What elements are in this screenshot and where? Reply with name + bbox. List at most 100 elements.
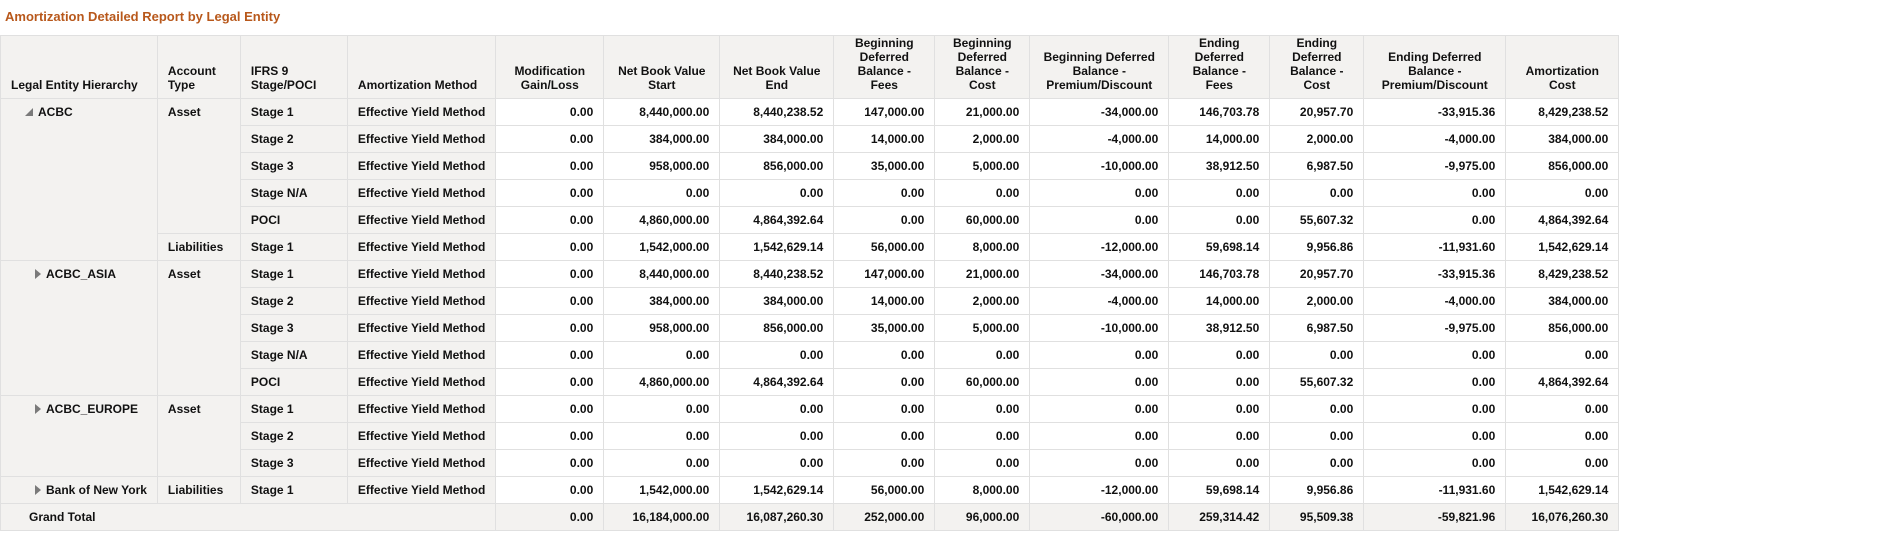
- col-header-beg-def-premium[interactable]: Beginning Deferred Balance - Premium/Dis…: [1029, 35, 1170, 99]
- end-def-fees-cell: 59,698.14: [1168, 476, 1271, 504]
- modification-gain-loss-cell: 0.00: [495, 179, 605, 207]
- nbv-end-cell: 0.00: [719, 341, 835, 369]
- entity-toggle[interactable]: Bank of New York: [11, 477, 147, 503]
- amortization-method-cell: Effective Yield Method: [346, 422, 497, 450]
- end-def-premium-cell: -9,975.00: [1363, 152, 1507, 180]
- modification-gain-loss-cell: 0.00: [495, 422, 605, 450]
- expand-triangle-icon[interactable]: [35, 403, 41, 414]
- nbv-end-cell: 8,440,238.52: [719, 260, 835, 288]
- nbv-start-cell: 0.00: [603, 341, 721, 369]
- table-row: Stage 3 Effective Yield Method 0.00 958,000…: [1, 152, 1620, 180]
- beg-def-fees-cell: 0.00: [833, 341, 936, 369]
- end-def-premium-cell: 0.00: [1363, 449, 1507, 477]
- col-header-modification-gain-loss[interactable]: Modification Gain/Loss: [495, 35, 605, 99]
- modification-gain-loss-cell: 0.00: [495, 395, 605, 423]
- amortization-method-cell: Effective Yield Method: [346, 287, 497, 315]
- end-def-cost-cell: 0.00: [1269, 395, 1365, 423]
- end-def-cost-cell: 6,987.50: [1269, 152, 1365, 180]
- nbv-start-cell: 384,000.00: [603, 287, 721, 315]
- end-def-fees-cell: 0.00: [1168, 206, 1271, 234]
- col-header-nbv-start[interactable]: Net Book Value Start: [603, 35, 721, 99]
- col-header-account-type[interactable]: Account Type: [156, 35, 241, 99]
- end-def-premium-cell: -11,931.60: [1363, 476, 1507, 504]
- end-def-cost-cell: 6,987.50: [1269, 314, 1365, 342]
- end-def-cost-cell: 20,957.70: [1269, 260, 1365, 288]
- legal-entity-cell: ACBC: [0, 98, 158, 261]
- stage-cell: Stage 1: [239, 476, 348, 504]
- beg-def-fees-cell: 35,000.00: [833, 152, 936, 180]
- modification-gain-loss-cell: 0.00: [495, 476, 605, 504]
- col-header-end-def-premium[interactable]: Ending Deferred Balance - Premium/Discou…: [1363, 35, 1507, 99]
- expand-triangle-icon[interactable]: [35, 484, 41, 495]
- beg-def-premium-cell: -10,000.00: [1029, 152, 1170, 180]
- grand-total-beg-def-fees: 252,000.00: [833, 503, 936, 531]
- col-header-end-def-fees[interactable]: Ending Deferred Balance - Fees: [1168, 35, 1271, 99]
- col-header-amortization-cost[interactable]: Amortization Cost: [1505, 35, 1620, 99]
- table-row: ACBC_ASIA Asset Stage 1 Effective Yield Met…: [0, 260, 1620, 396]
- amortization-cost-cell: 856,000.00: [1505, 152, 1620, 180]
- col-header-beg-def-fees[interactable]: Beginning Deferred Balance - Fees: [833, 35, 936, 99]
- amortization-method-cell: Effective Yield Method: [346, 206, 497, 234]
- beg-def-fees-cell: 56,000.00: [833, 476, 936, 504]
- end-def-cost-cell: 0.00: [1269, 422, 1365, 450]
- end-def-fees-cell: 146,703.78: [1168, 260, 1271, 288]
- end-def-cost-cell: 0.00: [1269, 179, 1365, 207]
- table-row: Liabilities Stage 1 Effective Yield Method…: [1, 233, 1620, 261]
- table-row: Stage N/A Effective Yield Method 0.00 0.00 0…: [1, 341, 1620, 369]
- end-def-premium-cell: -33,915.36: [1363, 98, 1507, 126]
- col-header-stage[interactable]: IFRS 9 Stage/POCI: [239, 35, 348, 99]
- nbv-start-cell: 0.00: [603, 179, 721, 207]
- amortization-cost-cell: 1,542,629.14: [1505, 476, 1620, 504]
- account-type-cell: Asset: [156, 395, 241, 477]
- modification-gain-loss-cell: 0.00: [495, 125, 605, 153]
- amortization-method-cell: Effective Yield Method: [346, 395, 497, 423]
- table-row: Stage 2 Effective Yield Method 0.00 384,000…: [1, 287, 1620, 315]
- legal-entity-name: ACBC_EUROPE: [46, 402, 139, 416]
- legal-entity-name: ACBC_ASIA: [46, 267, 117, 281]
- end-def-premium-cell: -9,975.00: [1363, 314, 1507, 342]
- stage-cell: Stage 1: [239, 395, 348, 423]
- col-header-beg-def-cost[interactable]: Beginning Deferred Balance - Cost: [934, 35, 1031, 99]
- col-header-nbv-end[interactable]: Net Book Value End: [719, 35, 835, 99]
- end-def-cost-cell: 0.00: [1269, 449, 1365, 477]
- collapse-triangle-icon[interactable]: [25, 107, 33, 116]
- end-def-premium-cell: -33,915.36: [1363, 260, 1507, 288]
- grand-total-modification-gain-loss: 0.00: [495, 503, 605, 531]
- nbv-end-cell: 856,000.00: [719, 152, 835, 180]
- beg-def-premium-cell: 0.00: [1029, 422, 1170, 450]
- col-header-legal-entity[interactable]: Legal Entity Hierarchy: [0, 35, 158, 99]
- end-def-premium-cell: -4,000.00: [1363, 287, 1507, 315]
- stage-cell: Stage N/A: [239, 179, 348, 207]
- amortization-cost-cell: 0.00: [1505, 449, 1620, 477]
- beg-def-premium-cell: -12,000.00: [1029, 233, 1170, 261]
- legal-entity-cell: Bank of New York: [0, 476, 158, 504]
- entity-toggle[interactable]: ACBC_ASIA: [11, 261, 116, 287]
- beg-def-premium-cell: 0.00: [1029, 179, 1170, 207]
- col-header-end-def-cost[interactable]: Ending Deferred Balance - Cost: [1269, 35, 1365, 99]
- table-row: POCI Effective Yield Method 0.00 4,860,000.…: [1, 206, 1620, 234]
- amortization-method-cell: Effective Yield Method: [346, 341, 497, 369]
- amortization-method-cell: Effective Yield Method: [346, 179, 497, 207]
- end-def-fees-cell: 14,000.00: [1168, 287, 1271, 315]
- entity-toggle[interactable]: ACBC_EUROPE: [11, 396, 138, 422]
- legal-entity-name: Bank of New York: [46, 483, 147, 497]
- beg-def-premium-cell: -34,000.00: [1029, 260, 1170, 288]
- end-def-fees-cell: 0.00: [1168, 449, 1271, 477]
- beg-def-cost-cell: 0.00: [934, 395, 1031, 423]
- stage-cell: Stage N/A: [239, 341, 348, 369]
- beg-def-premium-cell: 0.00: [1029, 449, 1170, 477]
- nbv-start-cell: 8,440,000.00: [603, 98, 721, 126]
- expand-triangle-icon[interactable]: [35, 268, 41, 279]
- beg-def-fees-cell: 0.00: [833, 395, 936, 423]
- beg-def-cost-cell: 21,000.00: [934, 98, 1031, 126]
- nbv-end-cell: 1,542,629.14: [719, 476, 835, 504]
- nbv-end-cell: 4,864,392.64: [719, 368, 835, 396]
- col-header-amortization-method[interactable]: Amortization Method: [346, 35, 497, 99]
- end-def-fees-cell: 0.00: [1168, 395, 1271, 423]
- beg-def-premium-cell: -34,000.00: [1029, 98, 1170, 126]
- entity-toggle[interactable]: ACBC: [11, 99, 73, 125]
- stage-cell: Stage 1: [239, 233, 348, 261]
- stage-cell: Stage 2: [239, 287, 348, 315]
- end-def-fees-cell: 59,698.14: [1168, 233, 1271, 261]
- grand-total-amortization-cost: 16,076,260.30: [1505, 503, 1620, 531]
